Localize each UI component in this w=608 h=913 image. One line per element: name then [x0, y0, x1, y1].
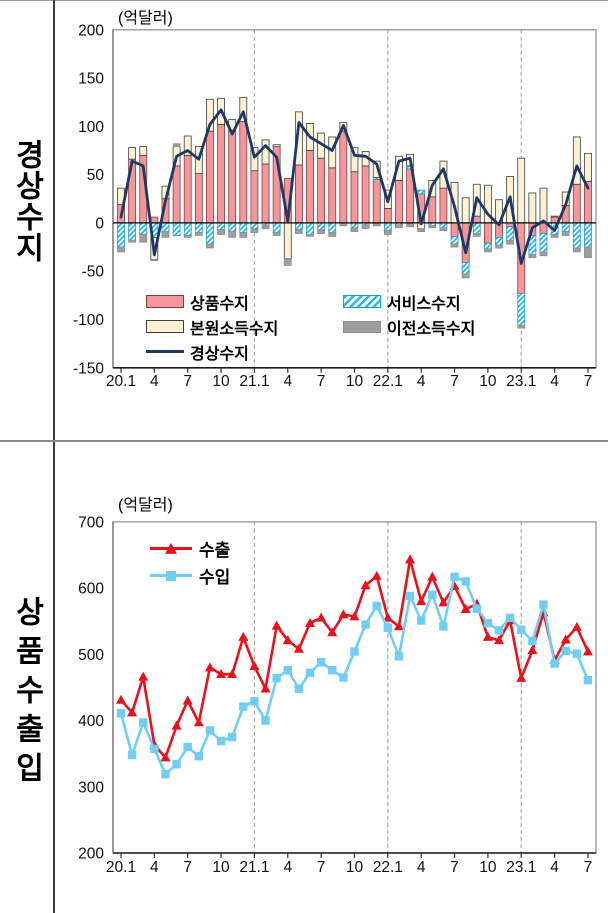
imports-line-swatch: [150, 570, 192, 581]
svg-text:7: 7: [183, 859, 192, 876]
bottom-chart-unit-label: (억달러): [118, 497, 173, 514]
legend-item-goods-balance: 상품수지: [146, 289, 343, 314]
exports-triangle-marker-icon: [165, 542, 177, 554]
svg-text:50: 50: [87, 167, 105, 184]
legend-item-exports: 수출: [150, 535, 230, 562]
services-balance-swatch: [343, 295, 381, 308]
top-border-line: [0, 0, 608, 1]
svg-text:10: 10: [346, 859, 364, 876]
svg-text:7: 7: [450, 859, 459, 876]
svg-text:500: 500: [78, 647, 104, 664]
trade-legend: 수출 수입: [150, 535, 230, 589]
legend-item-imports: 수입: [150, 562, 230, 589]
current-account-line: [119, 108, 590, 265]
svg-text:10: 10: [479, 373, 497, 390]
current-account-chart: 20.1 4 7 10 21.1 4 7 10 22.1 4 7 10 23.1 4 7 200 150 100 5…: [73, 22, 597, 390]
svg-text:7: 7: [317, 373, 326, 390]
svg-text:700: 700: [78, 514, 104, 531]
primary-income-label: 본원소득수지: [190, 320, 279, 338]
svg-text:22.1: 22.1: [373, 859, 403, 876]
primary-income-swatch: [146, 320, 184, 333]
svg-text:4: 4: [283, 373, 292, 390]
svg-text:200: 200: [78, 846, 104, 863]
row-title-current-account: 경상수지: [10, 139, 43, 263]
svg-text:10: 10: [212, 859, 230, 876]
svg-text:400: 400: [78, 713, 104, 730]
svg-text:22.1: 22.1: [373, 373, 403, 390]
goods-trade-chart: 20.1 4 7 10 21.1 4 7 10 22.1 4 7 10 23.1 4 7 700 600 500 4…: [78, 514, 597, 876]
svg-text:20.1: 20.1: [106, 373, 136, 390]
legend-item-services-balance: 서비스수지: [343, 289, 475, 314]
svg-text:4: 4: [283, 859, 292, 876]
svg-text:4: 4: [417, 859, 426, 876]
svg-text:-100: -100: [73, 312, 104, 329]
secondary-income-label: 이전소득수지: [387, 320, 476, 338]
svg-text:20.1: 20.1: [106, 859, 136, 876]
svg-text:7: 7: [317, 859, 326, 876]
svg-text:23.1: 23.1: [506, 373, 536, 390]
vertical-divider-line: [53, 0, 55, 913]
row-title-goods-trade: 상품수출입: [10, 596, 43, 791]
svg-text:4: 4: [150, 859, 159, 876]
svg-text:150: 150: [78, 71, 104, 88]
svg-text:-150: -150: [73, 360, 104, 377]
svg-text:0: 0: [95, 215, 104, 232]
legend-item-secondary-income: 이전소득수지: [343, 314, 475, 339]
svg-text:300: 300: [78, 779, 104, 796]
svg-text:-50: -50: [82, 264, 105, 281]
svg-text:23.1: 23.1: [506, 859, 536, 876]
current-account-legend: 상품수지 본원소득수지 경상수지 서비스수지 이전소득수지: [146, 289, 475, 364]
top-chart-unit-label: (억달러): [118, 10, 173, 27]
svg-text:10: 10: [212, 373, 230, 390]
svg-text:7: 7: [183, 373, 192, 390]
exports-line-swatch: [150, 542, 192, 554]
stacked-bars: [117, 96, 592, 329]
exports-label: 수출: [199, 541, 231, 560]
goods-balance-swatch: [146, 295, 184, 308]
svg-text:10: 10: [479, 859, 497, 876]
svg-text:10: 10: [346, 373, 364, 390]
legend-item-primary-income: 본원소득수지: [146, 314, 343, 339]
svg-text:7: 7: [584, 859, 593, 876]
svg-text:200: 200: [78, 22, 104, 39]
svg-text:7: 7: [584, 373, 593, 390]
services-balance-label: 서비스수지: [387, 295, 461, 313]
svg-text:4: 4: [550, 373, 559, 390]
imports-square-marker-icon: [166, 570, 176, 581]
current-account-label: 경상수지: [190, 345, 249, 363]
svg-text:4: 4: [417, 373, 426, 390]
imports-label: 수입: [199, 568, 231, 587]
exports-line: [119, 558, 590, 759]
svg-text:4: 4: [150, 373, 159, 390]
svg-text:7: 7: [450, 373, 459, 390]
legend-item-current-account: 경상수지: [146, 339, 343, 364]
svg-text:21.1: 21.1: [239, 373, 269, 390]
secondary-income-swatch: [343, 320, 381, 333]
svg-text:21.1: 21.1: [239, 859, 269, 876]
horizontal-divider-line: [0, 440, 608, 442]
current-account-line-swatch: [146, 349, 184, 354]
svg-text:100: 100: [78, 119, 104, 136]
svg-text:600: 600: [78, 581, 104, 598]
goods-balance-label: 상품수지: [190, 295, 249, 313]
svg-text:4: 4: [550, 859, 559, 876]
imports-markers: [116, 572, 593, 779]
